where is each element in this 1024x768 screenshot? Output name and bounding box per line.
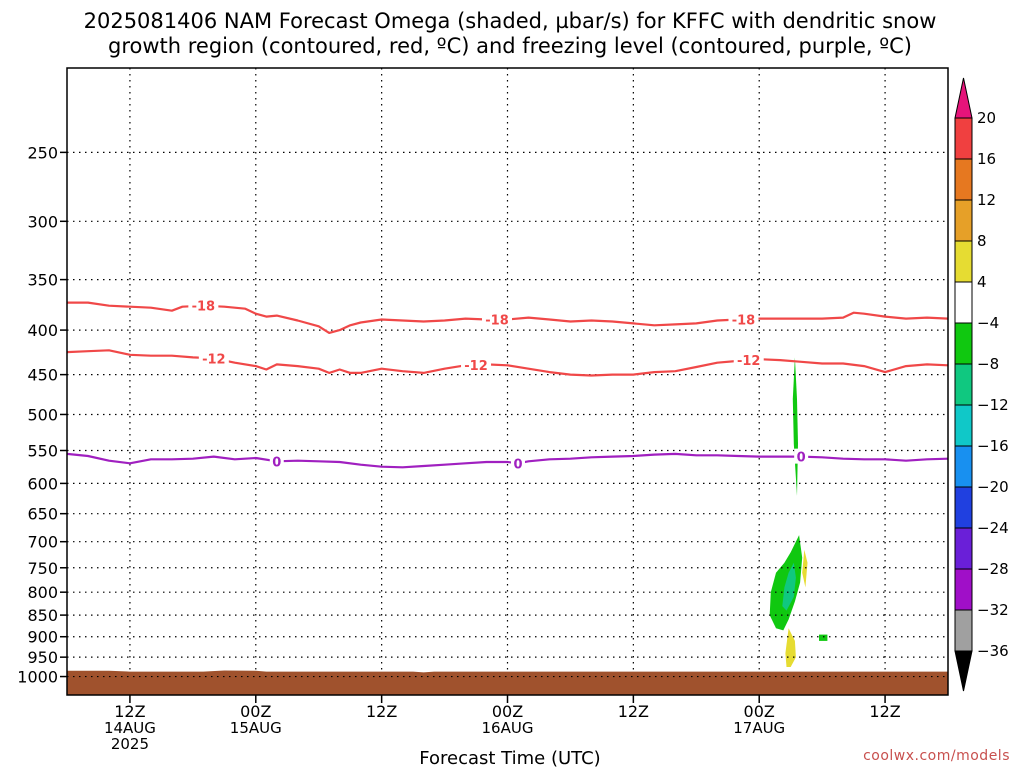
y-tick-label-250: 250 — [27, 143, 58, 162]
colorbar-band-3 — [954, 486, 973, 529]
colorbar-band-5 — [954, 404, 973, 447]
colorbar-label-7: −8 — [977, 355, 999, 373]
x-tick-label-h6-0: 12Z — [114, 702, 145, 721]
colorbar-high-triangle — [954, 77, 973, 119]
y-tick-label-650: 650 — [27, 505, 58, 524]
x-tick-label-h6-1: 14AUG — [104, 719, 156, 737]
y-tick-label-500: 500 — [27, 405, 58, 424]
colorbar-label-10: 8 — [977, 232, 987, 250]
colorbar-label-2: −28 — [977, 560, 1009, 578]
contour-label-1-2: -12 — [737, 354, 761, 369]
x-tick-label-h66-1: 17AUG — [733, 719, 785, 737]
contour-label-bg — [510, 455, 525, 471]
contour-line-0 — [67, 301, 948, 334]
colorbar-band-7 — [954, 322, 973, 365]
colorbar-label-8: −4 — [977, 314, 999, 332]
ground-fill — [67, 670, 948, 695]
omega-shade-region-4 — [802, 549, 808, 588]
contour-label-bg — [188, 297, 219, 313]
y-tick-label-800: 800 — [27, 583, 58, 602]
omega-shade-region-3 — [819, 634, 828, 641]
contour-label-0-2: -18 — [732, 313, 756, 328]
contour-label-bg — [269, 453, 284, 469]
contour-label-0-1: -18 — [485, 314, 509, 329]
y-tick-label-750: 750 — [27, 559, 58, 578]
x-axis-title: Forecast Time (UTC) — [419, 748, 600, 768]
x-tick-label-h18-1: 15AUG — [230, 719, 282, 737]
y-tick-label-300: 300 — [27, 212, 58, 231]
y-axis: 250 300 350 400 450 500 550 600 650 700 750 800 850 9… — [17, 143, 67, 687]
y-tick-label-400: 400 — [27, 321, 58, 340]
x-tick-label-h54-0: 12Z — [618, 702, 649, 721]
x-tick-label-h42-0: 00Z — [492, 702, 523, 721]
y-tick-label-950: 950 — [27, 648, 58, 667]
x-tick-label-h78-0: 12Z — [869, 702, 900, 721]
y-tick-label-550: 550 — [27, 442, 58, 461]
colorbar-band-0 — [954, 609, 973, 652]
contour-label-0-0: -18 — [192, 300, 216, 315]
title-line-2: growth region (contoured, red, ºC) and f… — [108, 34, 912, 58]
colorbar-label-0: −36 — [977, 642, 1009, 660]
colorbar-label-6: −12 — [977, 396, 1009, 414]
contour-label-bg — [461, 356, 492, 372]
colorbar-band-9 — [954, 240, 973, 283]
colorbar-label-5: −16 — [977, 437, 1009, 455]
colorbar-band-4 — [954, 445, 973, 488]
x-tick-label-h30-0: 12Z — [366, 702, 397, 721]
colorbar-band-1 — [954, 568, 973, 611]
omega-shade-region-2 — [782, 562, 796, 611]
y-tick-label-450: 450 — [27, 366, 58, 385]
y-tick-label-600: 600 — [27, 474, 58, 493]
y-tick-label-900: 900 — [27, 628, 58, 647]
credit-text: coolwx.com/models — [863, 748, 1010, 764]
colorbar: −36 −32 −28 −24 −20 −16 −12 −8 −4 4 8 12 16 20 — [954, 77, 1009, 692]
colorbar-band-2 — [954, 527, 973, 570]
colorbar-label-4: −20 — [977, 478, 1009, 496]
x-tick-label-h42-1: 16AUG — [482, 719, 534, 737]
colorbar-label-3: −24 — [977, 519, 1009, 537]
contour-label-2-0: 0 — [272, 455, 281, 470]
colorbar-band-11 — [954, 158, 973, 201]
x-tick-label-h66-0: 00Z — [744, 702, 775, 721]
contour-label-bg — [733, 352, 764, 368]
x-tick-label-h6-2: 2025 — [111, 735, 149, 753]
y-tick-label-1000: 1000 — [17, 668, 58, 687]
y-tick-label-350: 350 — [27, 271, 58, 290]
colorbar-band-8 — [954, 281, 973, 324]
colorbar-label-11: 12 — [977, 191, 996, 209]
colorbar-label-1: −32 — [977, 601, 1009, 619]
colorbar-label-9: 4 — [977, 273, 987, 291]
contour-label-bg — [794, 448, 809, 464]
contour-label-1-0: -12 — [202, 352, 226, 367]
contour-label-bg — [198, 350, 229, 366]
x-tick-label-h18-0: 00Z — [240, 702, 271, 721]
contour-label-2-1: 0 — [513, 457, 522, 472]
contour-label-1-1: -12 — [464, 359, 488, 374]
colorbar-band-6 — [954, 363, 973, 406]
colorbar-label-13: 20 — [977, 109, 996, 127]
ground-layer — [67, 670, 948, 695]
colorbar-label-12: 16 — [977, 150, 996, 168]
grid — [67, 68, 948, 695]
contour-label-2-2: 0 — [797, 451, 806, 466]
title-line-1: 2025081406 NAM Forecast Omega (shaded, µ… — [84, 9, 937, 33]
contour-labels: -18 -18 -18 -12 -12 -12 0 0 0 — [188, 297, 809, 472]
contour-label-bg — [482, 311, 513, 327]
contour-label-bg — [728, 311, 759, 327]
colorbar-band-10 — [954, 199, 973, 242]
colorbar-band-12 — [954, 117, 973, 160]
y-tick-label-850: 850 — [27, 606, 58, 625]
y-tick-label-700: 700 — [27, 533, 58, 552]
